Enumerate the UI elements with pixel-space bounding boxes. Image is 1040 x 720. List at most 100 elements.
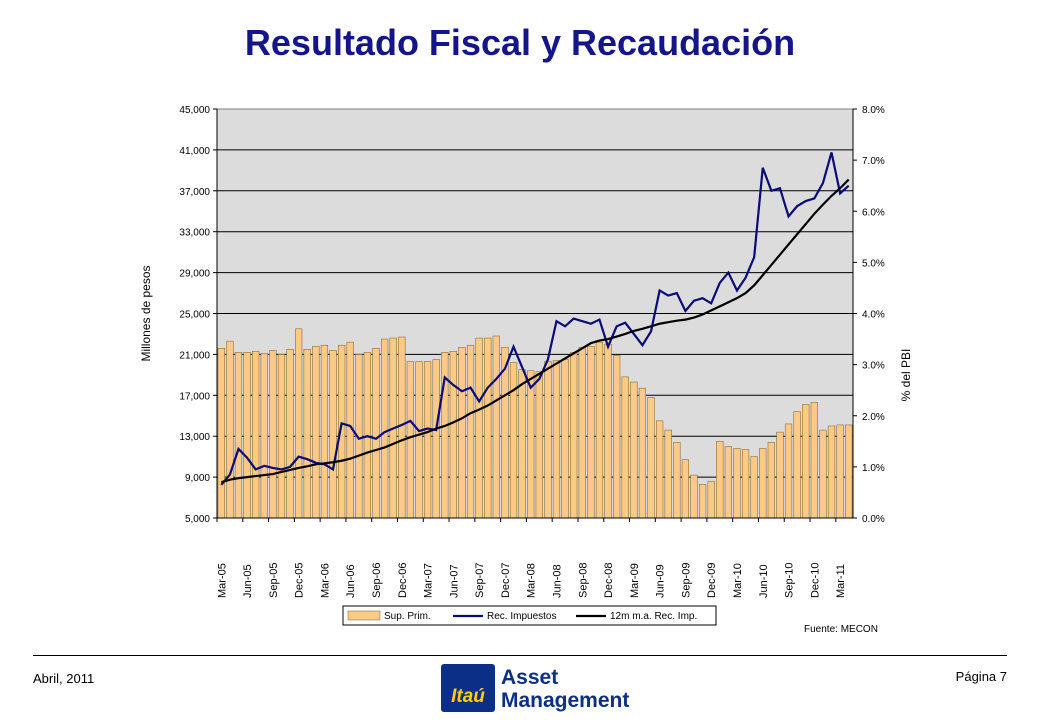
x-tick-label: Jun-07 — [448, 564, 460, 598]
logo-management-text: Management — [501, 689, 630, 712]
x-tick-label: Dec-06 — [397, 563, 409, 598]
x-tick-label: Mar-10 — [732, 563, 744, 598]
x-tick-label: Mar-11 — [835, 564, 847, 598]
logo-box — [441, 664, 495, 712]
bar — [819, 429, 827, 519]
footer-divider — [33, 655, 1007, 656]
bar — [277, 354, 286, 519]
x-tick-label: Sep-09 — [680, 563, 692, 598]
x-tick-label: Sep-07 — [474, 563, 486, 598]
page-number: Página 7 — [955, 669, 1007, 684]
y-tick-label: 41,000 — [179, 146, 210, 157]
bar — [656, 420, 664, 519]
y-tick-label: 21,000 — [179, 350, 210, 361]
x-tick-label: Dec-08 — [603, 563, 615, 598]
bar — [234, 352, 243, 519]
bar — [518, 369, 526, 519]
bar — [664, 429, 672, 519]
bar — [415, 361, 423, 519]
bar — [466, 344, 475, 519]
bar — [776, 431, 784, 519]
bar — [690, 474, 698, 519]
bar — [630, 381, 638, 519]
bar — [673, 442, 681, 519]
bar — [380, 338, 389, 519]
bar — [741, 449, 750, 519]
y-tick-label: 33,000 — [179, 228, 210, 239]
bar — [552, 360, 561, 519]
bar — [312, 345, 320, 519]
bar — [759, 448, 767, 519]
x-tick-label: Dec-05 — [294, 563, 306, 598]
bar — [217, 348, 225, 519]
bar — [836, 424, 844, 519]
bar — [475, 337, 483, 519]
bar — [595, 341, 604, 519]
bar — [295, 328, 303, 519]
bar — [750, 456, 758, 519]
y2-tick-label: 6.0% — [862, 207, 885, 218]
x-tick-label: Mar-07 — [423, 563, 435, 598]
bar — [784, 423, 793, 519]
bar — [681, 459, 690, 519]
bar — [570, 352, 578, 519]
bar — [810, 402, 818, 519]
bar — [827, 425, 836, 519]
bar — [406, 361, 414, 519]
bar — [252, 351, 260, 519]
x-tick-label: Jun-05 — [242, 564, 254, 598]
bar — [286, 349, 294, 519]
y2-tick-label: 2.0% — [862, 412, 885, 423]
bar — [767, 442, 775, 519]
bar — [527, 370, 535, 519]
bar — [423, 361, 432, 519]
bar — [802, 404, 810, 519]
bar — [647, 397, 655, 519]
y2-tick-label: 1.0% — [862, 463, 885, 474]
series-line-12m-ma — [220, 178, 850, 484]
bar — [535, 371, 543, 519]
legend-label: 12m m.a. Rec. Imp. — [610, 611, 697, 622]
bar — [509, 362, 518, 519]
series-line-rec-impuestos — [220, 152, 850, 486]
bar — [733, 448, 741, 519]
itau-asset-management-logo: Itaú Asset Management — [441, 664, 629, 712]
y2-tick-label: 3.0% — [862, 361, 885, 372]
y-tick-label: 9,000 — [185, 473, 210, 484]
footer-date: Abril, 2011 — [33, 671, 95, 686]
chart: 5,000 9,000 13,000 17,000 21,000 25,000 29,000… — [139, 105, 913, 626]
legend-label: Sup. Prim. — [384, 611, 431, 622]
bar — [544, 361, 552, 519]
x-tick-label: Dec-10 — [809, 563, 821, 598]
x-tick-label: Dec-09 — [706, 563, 718, 598]
bar — [432, 359, 440, 519]
bar — [707, 480, 715, 519]
y2-tick-label: 0.0% — [862, 514, 885, 525]
x-tick-label: Dec-07 — [500, 563, 512, 598]
bar — [613, 355, 621, 519]
bar — [621, 376, 629, 519]
y-axis-label: Millones de pesos — [139, 265, 153, 361]
bar — [329, 350, 337, 519]
bar — [449, 351, 457, 519]
bar — [243, 352, 251, 519]
y-tick-label: 17,000 — [179, 391, 210, 402]
x-tick-label: Sep-10 — [784, 563, 796, 598]
bar — [587, 345, 595, 519]
legend-box — [342, 605, 717, 626]
bar — [458, 346, 466, 519]
bar — [604, 343, 612, 519]
x-tick-label: Jun-10 — [758, 564, 770, 598]
bar — [724, 446, 732, 519]
y2-tick-label: 5.0% — [862, 258, 885, 269]
x-tick-label: Jun-09 — [655, 564, 667, 598]
y-tick-label: 25,000 — [179, 310, 210, 321]
y-tick-label: 5,000 — [185, 514, 210, 525]
bar — [492, 335, 500, 519]
x-tick-label: Jun-06 — [345, 564, 357, 598]
bar — [638, 387, 647, 519]
legend-label: Rec. Impuestos — [487, 611, 556, 622]
logo-itau-text: Itaú — [451, 686, 485, 707]
bar — [260, 353, 268, 519]
bar — [269, 350, 277, 519]
